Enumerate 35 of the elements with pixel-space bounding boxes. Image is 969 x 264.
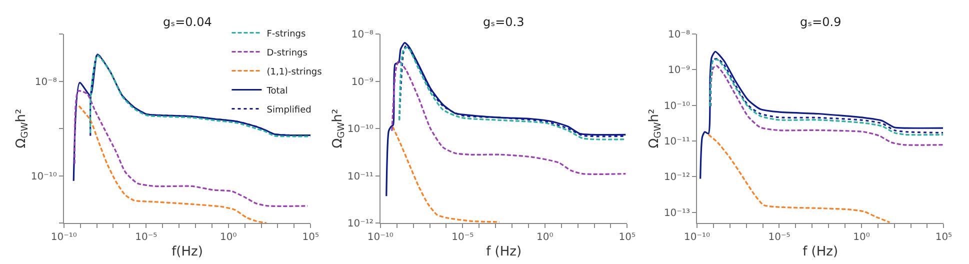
x-tick-label: 10⁰	[536, 232, 554, 243]
x-tick-label: 10⁻¹⁰	[50, 232, 77, 243]
x-tick-label: 10⁻¹⁰	[684, 232, 710, 243]
x-tick-label: 10⁵	[935, 232, 952, 243]
y-tick-label: 10⁻¹²	[664, 172, 690, 184]
x-axis-title: f (Hz)	[486, 244, 522, 260]
y-tick-label: 10⁻¹⁰	[347, 124, 374, 135]
x-tick-label: 10⁻¹⁰	[367, 232, 394, 243]
x-tick-label: 10⁰	[220, 232, 237, 243]
x-tick-label: 10⁻⁵	[768, 232, 790, 243]
y-tick-label: 10⁻⁸	[34, 76, 57, 88]
legend-label: Total	[266, 86, 288, 96]
y-tick-label: 10⁻⁸	[351, 30, 374, 40]
legend-label: D-strings	[266, 48, 308, 58]
y-tick-label: 10⁻⁹	[668, 65, 690, 76]
legend-label: (1,1)-strings	[266, 67, 322, 78]
x-axis-title: f (Hz)	[802, 244, 838, 260]
y-tick-label: 10⁻¹¹	[664, 136, 690, 148]
chart-title: gₛ=0.04	[163, 15, 212, 29]
y-tick-label: 10⁻¹⁰	[664, 100, 690, 112]
y-tick-label: 10⁻¹²	[347, 218, 374, 230]
y-tick-label: 10⁻¹¹	[347, 171, 374, 182]
x-tick-label: 10⁻⁵	[452, 232, 474, 243]
legend-label: F-strings	[266, 29, 306, 40]
x-tick-label: 10⁵	[618, 232, 636, 243]
chart-title: gₛ=0.3	[483, 15, 524, 29]
legend-label: Simplified	[266, 105, 312, 116]
y-tick-label: 10⁻⁸	[668, 30, 690, 40]
x-tick-label: 10⁰	[853, 232, 870, 243]
x-tick-label: 10⁵	[302, 232, 319, 243]
x-tick-label: 10⁻⁵	[135, 232, 158, 243]
chart-title: gₛ=0.9	[800, 15, 842, 29]
x-axis-title: f(Hz)	[172, 244, 203, 260]
y-tick-label: 10⁻⁹	[351, 76, 374, 88]
y-tick-label: 10⁻¹³	[664, 208, 690, 219]
